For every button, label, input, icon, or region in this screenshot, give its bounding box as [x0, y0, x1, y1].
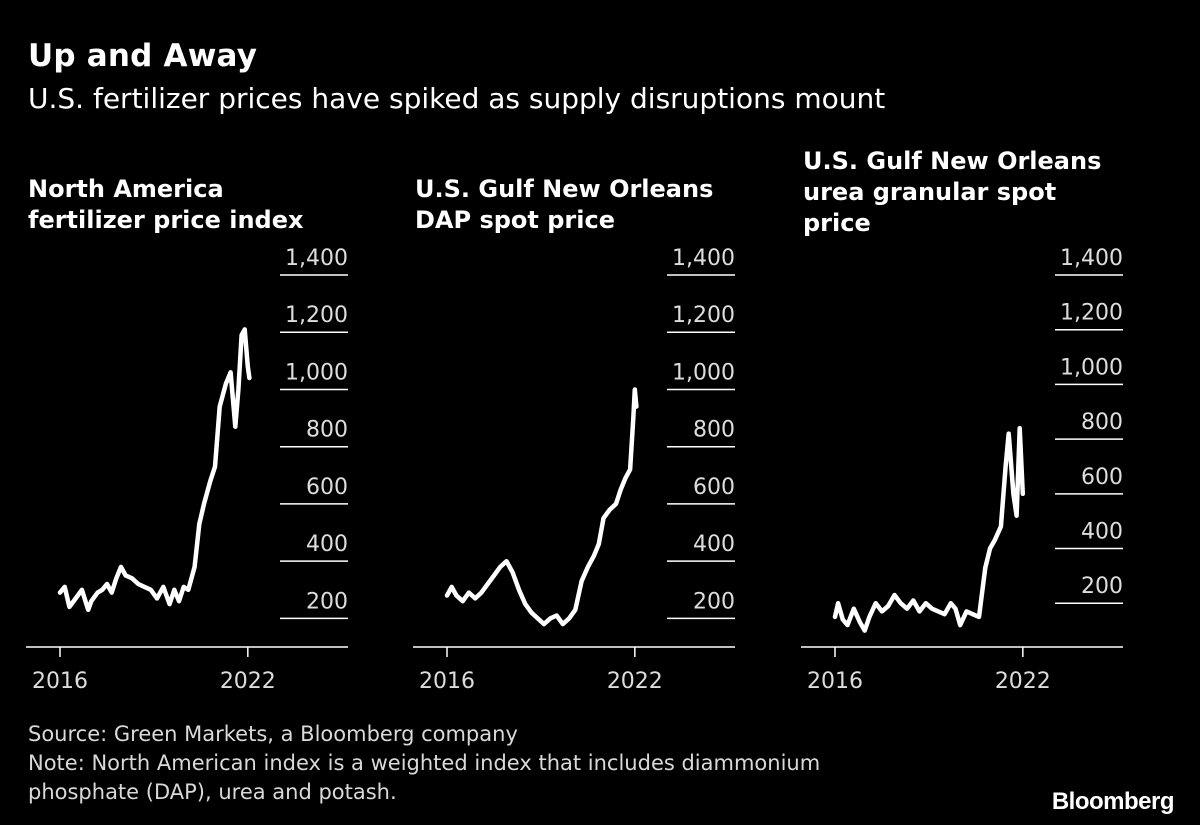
y-tick-label: 200 [1081, 574, 1123, 599]
series-line [444, 387, 639, 627]
y-tick-label: 600 [693, 475, 735, 500]
note-line: Note: North American index is a weighted… [28, 751, 821, 775]
x-tick-label: 2022 [607, 669, 663, 694]
panel-title-urea-price: U.S. Gulf New Orleans urea granular spot… [803, 147, 1102, 237]
y-tick-label: 1,000 [285, 360, 348, 385]
y-tick-label: 1,400 [1060, 246, 1123, 271]
chart-title: Up and Away [28, 38, 258, 74]
y-tick-label: 600 [306, 475, 348, 500]
y-tick-label: 1,400 [672, 246, 735, 271]
y-tick-label: 200 [306, 589, 348, 614]
y-tick-label: 1,200 [285, 303, 348, 328]
y-tick-label: 1,200 [1060, 301, 1123, 326]
chart-subtitle: U.S. fertilizer prices have spiked as su… [28, 82, 886, 115]
bloomberg-logo: Bloomberg [1051, 788, 1175, 815]
y-tick-label: 400 [693, 532, 735, 557]
x-tick-label: 2016 [419, 669, 475, 694]
y-tick-label: 200 [693, 589, 735, 614]
source-line: Source: Green Markets, a Bloomberg compa… [28, 722, 518, 746]
x-tick-label: 2022 [220, 669, 276, 694]
y-tick-label: 800 [306, 418, 348, 443]
x-tick-label: 2022 [995, 669, 1051, 694]
panel-title-fertilizer-index: North America fertilizer price index [28, 175, 304, 234]
y-tick-label: 400 [1081, 520, 1123, 545]
panel-title-dap-price: U.S. Gulf New Orleans DAP spot price [415, 175, 714, 234]
y-tick-label: 1,400 [285, 246, 348, 271]
series-line [832, 425, 1026, 633]
x-tick-label: 2016 [807, 669, 863, 694]
y-tick-label: 1,000 [1060, 355, 1123, 380]
y-tick-label: 600 [1081, 465, 1123, 490]
y-tick-label: 1,000 [672, 360, 735, 385]
series-line [57, 327, 252, 613]
y-tick-label: 800 [1081, 410, 1123, 435]
note-line-continued: phosphate (DAP), urea and potash. [28, 780, 397, 804]
y-tick-label: 1,200 [672, 303, 735, 328]
y-tick-label: 400 [306, 532, 348, 557]
y-tick-label: 800 [693, 418, 735, 443]
source-note: Source: Green Markets, a Bloomberg compa… [28, 720, 820, 807]
x-tick-label: 2016 [32, 669, 88, 694]
